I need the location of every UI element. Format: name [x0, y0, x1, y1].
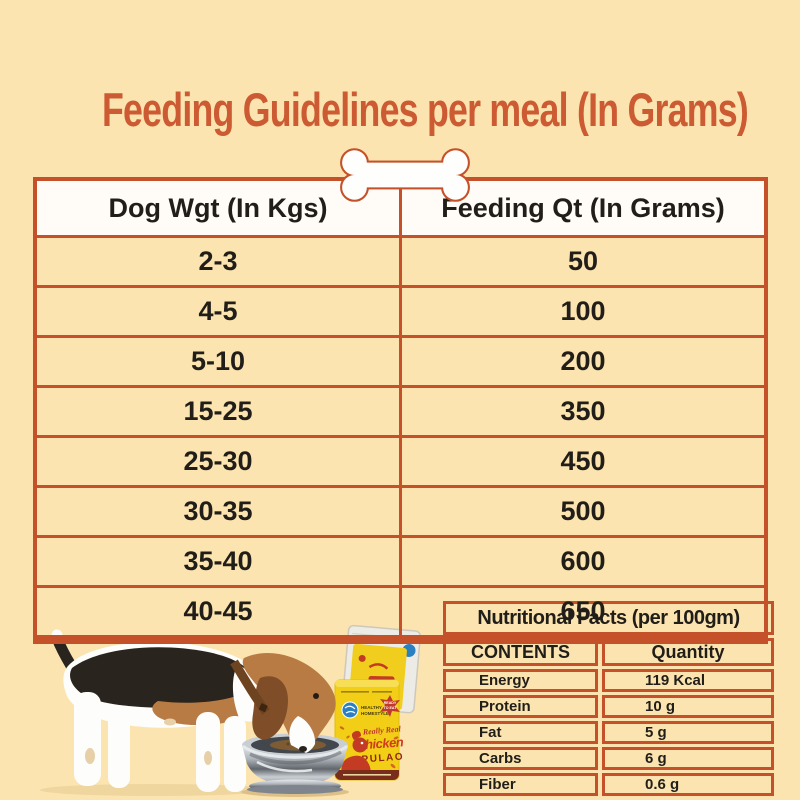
weight-cell: 30-35 [33, 485, 402, 538]
dog-and-product-photo: HEALTHY HOMESTYLE READY TO EAT Really Re… [40, 624, 422, 797]
page-title: Feeding Guidelines per meal (In Grams) [102, 83, 749, 136]
nutrient-value: 5 g [602, 721, 774, 744]
dog-ear [252, 676, 288, 740]
nutrition-row: Fat 5 g [443, 721, 774, 744]
feeding-row: 40-45 650 [33, 585, 768, 641]
svg-text:READY: READY [384, 701, 397, 705]
weight-cell: 40-45 [33, 585, 402, 641]
quantity-cell: 450 [399, 435, 768, 488]
dog-saddle-patch [70, 647, 255, 708]
nutrient-label: Fiber [443, 773, 598, 796]
brand-logo [341, 701, 359, 719]
dog-tan-patch [152, 694, 248, 726]
quantity-cell: 500 [399, 485, 768, 538]
quantity-cell: 200 [399, 335, 768, 388]
feeding-row: 4-5 100 [33, 285, 768, 338]
product-box: HEALTHY HOMESTYLE READY TO EAT Really Re… [332, 679, 405, 781]
nutrient-value: 6 g [602, 747, 774, 770]
nutrient-value: 0.6 g [602, 773, 774, 796]
box-garnish-specks [339, 726, 399, 769]
feeding-row: 5-10 200 [33, 335, 768, 388]
nutrient-label: Fat [443, 721, 598, 744]
nutrition-row: Energy 119 Kcal [443, 669, 774, 692]
nutrient-label: Energy [443, 669, 598, 692]
feeding-row: 15-25 350 [33, 385, 768, 438]
nutrient-value: 119 Kcal [602, 669, 774, 692]
weight-cell: 4-5 [33, 285, 402, 338]
nutrient-label: Carbs [443, 747, 598, 770]
quantity-cell: 50 [399, 235, 768, 288]
weight-cell: 2-3 [33, 235, 402, 288]
steel-bowl [242, 744, 348, 794]
nutrition-row: Protein 10 g [443, 695, 774, 718]
svg-text:TO EAT: TO EAT [384, 706, 398, 710]
dog-hind-leg [74, 692, 101, 786]
nutrition-row: Carbs 6 g [443, 747, 774, 770]
feeding-row: 25-30 450 [33, 435, 768, 488]
quantity-cell: 600 [399, 535, 768, 588]
feeding-guidelines-table: Dog Wgt (In Kgs) Feeding Qt (In Grams) 2… [33, 177, 768, 644]
nutrient-label: Protein [443, 695, 598, 718]
beagle-dog [51, 629, 348, 792]
feeding-row: 2-3 50 [33, 235, 768, 288]
weight-cell: 25-30 [33, 435, 402, 488]
product-name: PULAO [361, 752, 404, 766]
bone-icon [340, 148, 470, 202]
quantity-cell: 350 [399, 385, 768, 438]
quantity-cell: 650 [399, 585, 768, 641]
weight-cell: 35-40 [33, 535, 402, 588]
product-script-text: Really Real [361, 724, 401, 736]
product-name: Chicken [356, 734, 405, 752]
product-tagline: HEALTHY [361, 705, 382, 710]
nutrient-value: 10 g [602, 695, 774, 718]
dog-hind-leg [108, 708, 130, 788]
nutrition-row: Fiber 0.6 g [443, 773, 774, 796]
product-tagline: HOMESTYLE [361, 711, 389, 716]
dog-nose [299, 746, 307, 752]
weight-cell: 15-25 [33, 385, 402, 438]
dog-front-leg [224, 716, 246, 792]
feeding-row: 35-40 600 [33, 535, 768, 588]
feeding-row: 30-35 500 [33, 485, 768, 538]
collar-buckle [258, 703, 268, 712]
weight-cell: 5-10 [33, 335, 402, 388]
dog-eye [313, 693, 319, 699]
quantity-cell: 100 [399, 285, 768, 338]
dog-muzzle [289, 716, 316, 753]
ready-to-eat-badge: READY TO EAT [380, 695, 400, 717]
